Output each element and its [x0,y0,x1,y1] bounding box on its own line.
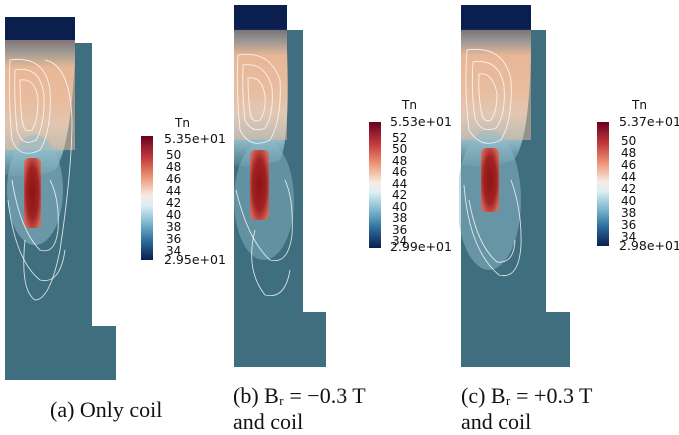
colorbar-tick-c: 34 [621,230,637,244]
colorbar-tick-b: 44 [392,176,408,191]
colorbar-tick-c: 38 [621,206,637,220]
colorbar-tick-c: 42 [621,182,637,196]
caption-c-line2: and coil [461,409,532,434]
colorbar-tick-a: 48 [166,160,182,174]
colorbar-tick-b: 34 [392,234,408,248]
colorbar-tick-b: 40 [392,199,408,214]
colorbar-tick-a: 42 [166,196,182,210]
caption-b-line2: and coil [233,409,304,434]
caption-a: (a) Only coil [50,397,163,422]
colorbar-tick-c: 40 [621,194,637,208]
colorbar-tick-c: 48 [621,146,637,160]
colorbar-tick-a: 34 [166,244,182,258]
panel-a: Tn 5.35e+01 50 48 46 44 42 40 38 36 34 2.95e+01 … [0,0,230,433]
colorbar-tick-c: 44 [621,170,637,184]
colorbar-tick-b: 38 [392,211,408,226]
colorbar-max-b: 5.53e+01 [390,114,452,129]
colorbar-min-c: 2.98e+01 [619,238,679,253]
colorbar-tick-b: 46 [392,165,408,180]
temperature-field-c [459,5,570,367]
colorbar-min-b: 2.99e+01 [390,239,452,254]
panel-c: Tn 5.37e+01 50 48 46 44 42 40 38 36 34 2.98e+01 … [459,0,679,434]
colorbar-tick-b: 50 [392,142,408,157]
colorbar-title-a: Tn [175,116,190,130]
caption-b-line1: (b) Bᵣ = −0.3 T [233,383,366,408]
colorbar-max-c: 5.37e+01 [619,114,679,129]
temperature-field-a [5,17,116,380]
colorbar-tick-a: 38 [166,220,182,234]
colorbar-max-a: 5.35e+01 [164,131,226,146]
colorbar-b [369,122,381,248]
temperature-field-b [234,5,326,367]
colorbar-tick-a: 44 [166,184,182,198]
colorbar-tick-b: 52 [392,131,408,145]
colorbar-tick-a: 40 [166,208,182,222]
caption-c-line1: (c) Bᵣ = +0.3 T [461,383,593,408]
colorbar-tick-b: 36 [392,222,408,237]
colorbar-title-b: Tn [402,98,417,112]
colorbar-a [141,136,153,260]
panel-b: Tn 5.53e+01 52 50 48 46 44 42 40 38 36 34 2.99e+0… [230,0,460,434]
colorbar-tick-a: 46 [166,172,182,186]
colorbar-tick-c: 46 [621,158,637,172]
colorbar-tick-b: 42 [392,188,408,203]
colorbar-tick-c: 50 [621,134,637,148]
colorbar-tick-c: 36 [621,218,637,232]
colorbar-tick-a: 36 [166,232,182,246]
colorbar-tick-a: 50 [166,148,182,162]
colorbar-min-a: 2.95e+01 [164,252,226,267]
colorbar-tick-b: 48 [392,153,408,168]
colorbar-c [597,122,609,246]
colorbar-title-c: Tn [632,98,647,112]
